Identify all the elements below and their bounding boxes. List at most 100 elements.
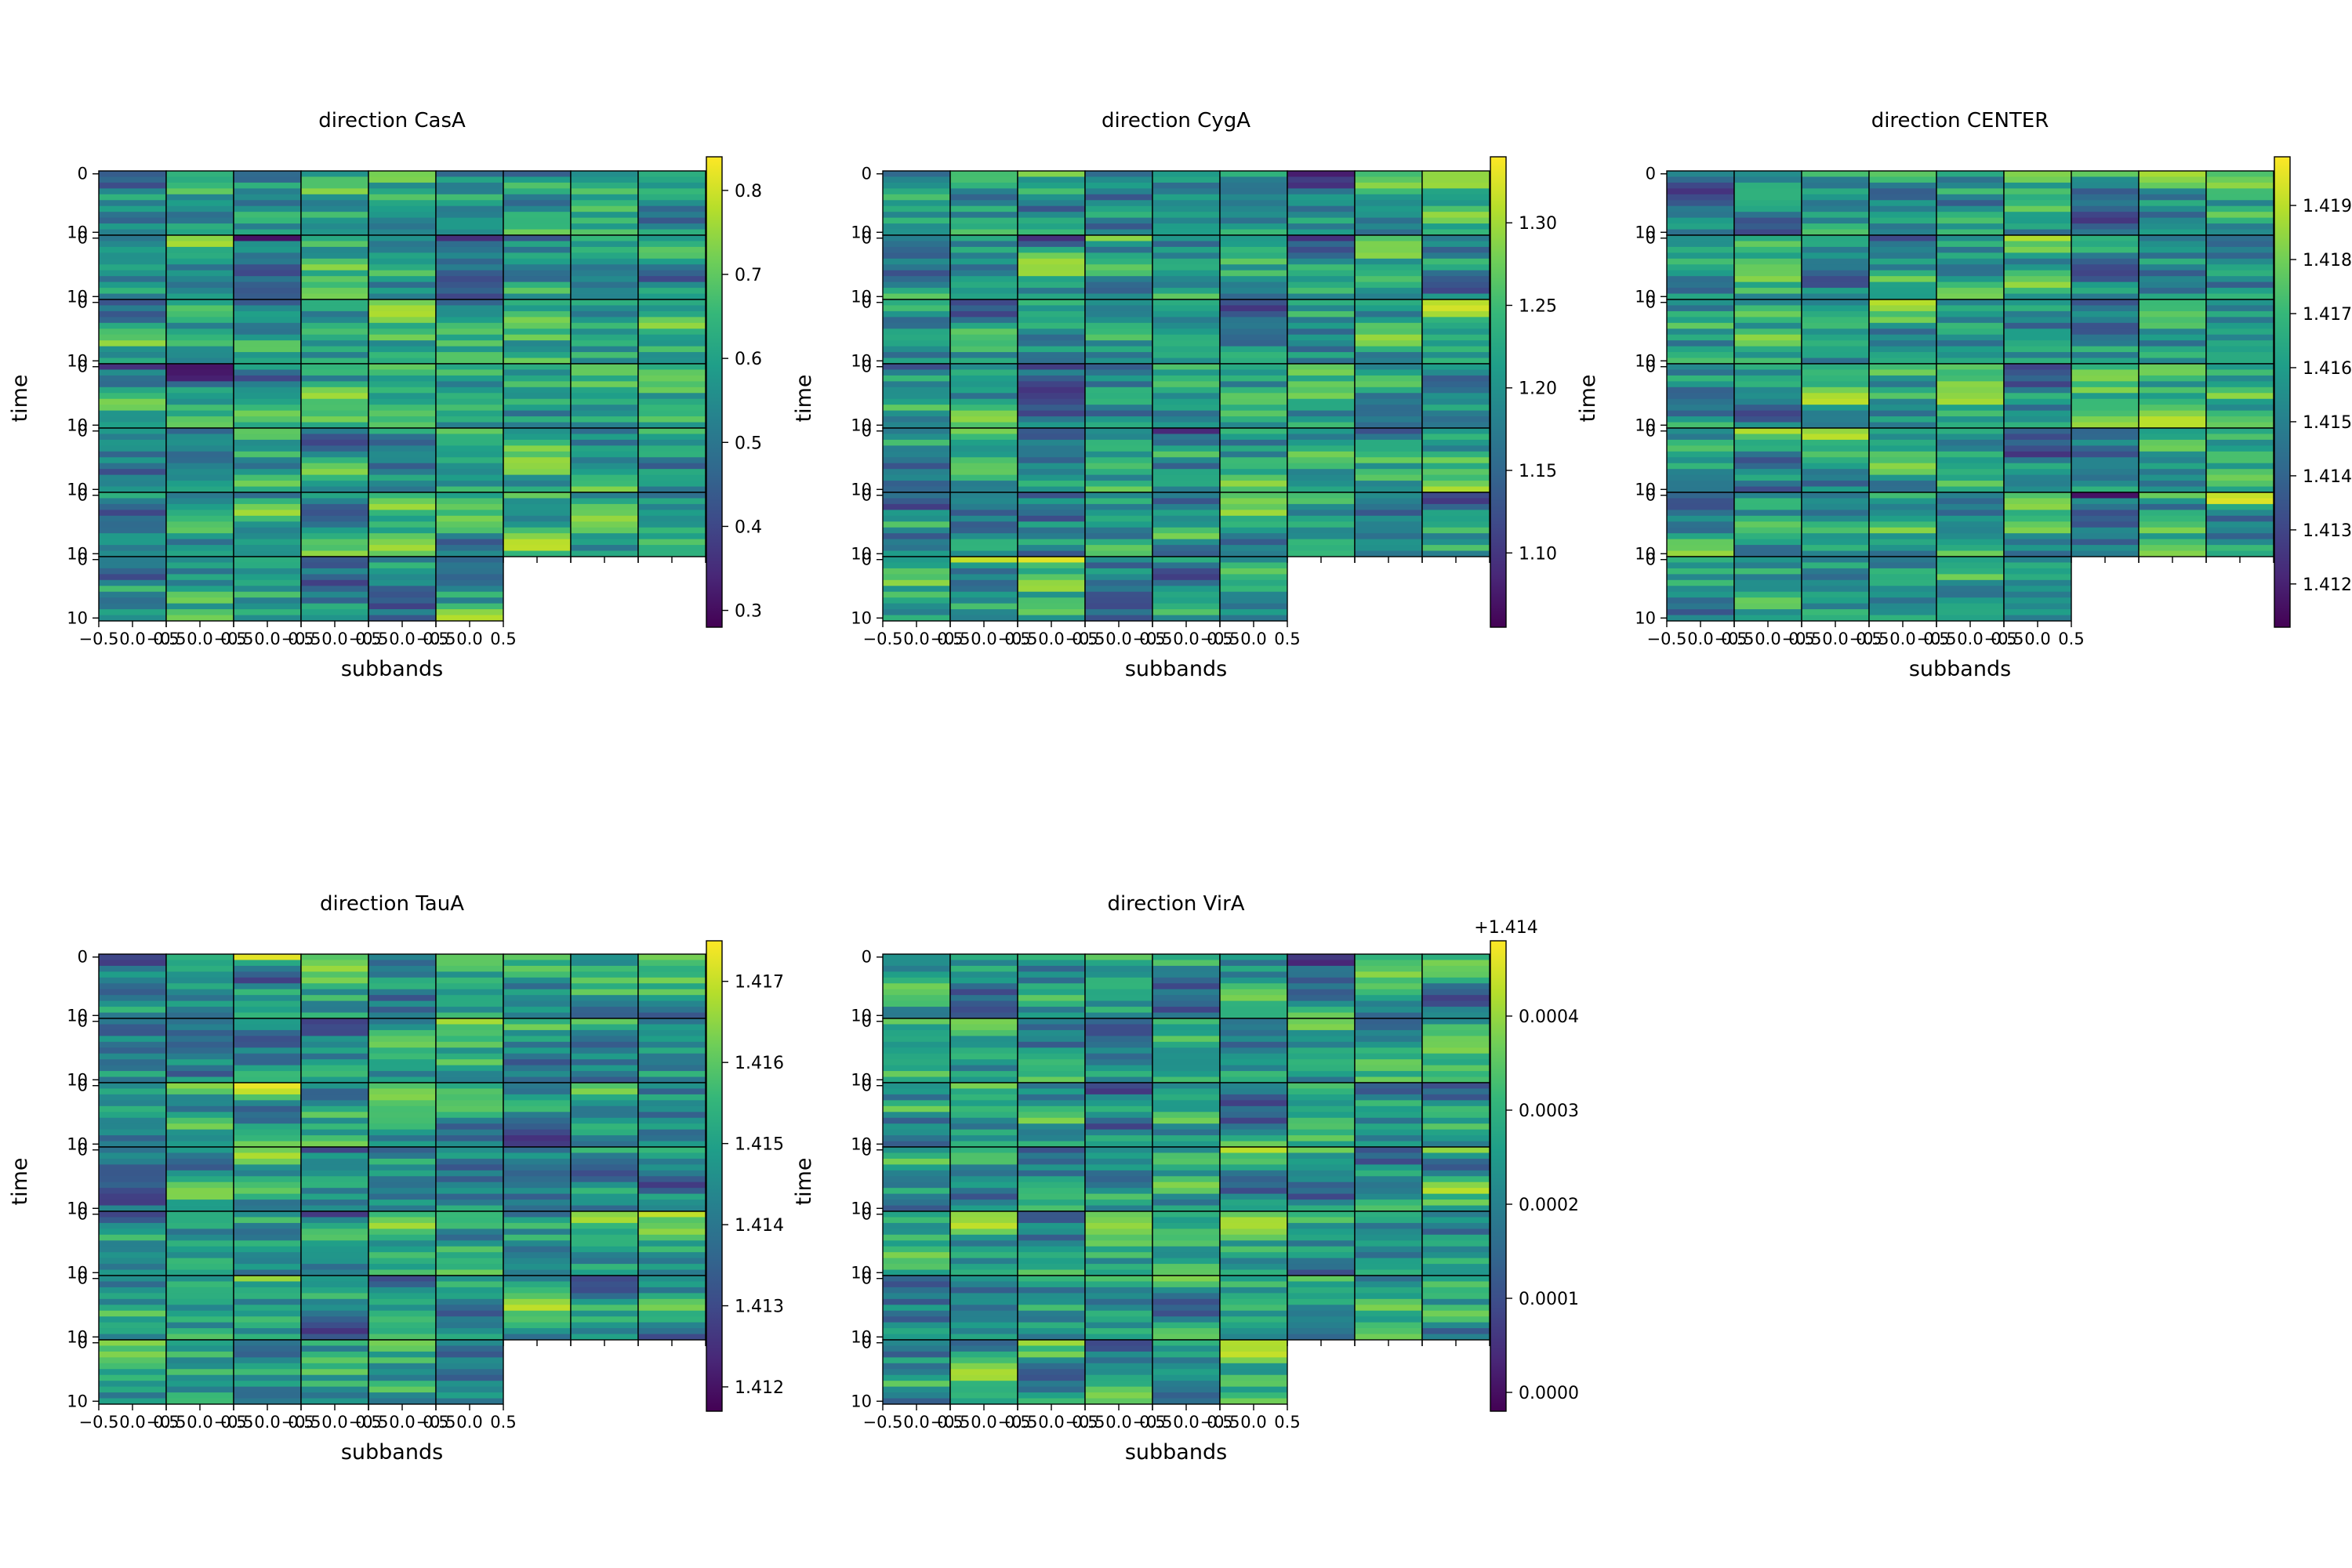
heatmap-cell <box>2004 182 2071 189</box>
heatmap-cell <box>301 264 368 271</box>
heatmap-cell <box>1018 1217 1085 1224</box>
heatmap-cell <box>1220 229 1287 236</box>
heatmap-cell <box>166 1340 234 1346</box>
heatmap-cell <box>166 1316 234 1323</box>
heatmap-cell <box>99 1088 166 1095</box>
heatmap-cell <box>1667 229 1734 236</box>
heatmap-cell <box>1220 422 1287 429</box>
heatmap-cell <box>166 270 234 277</box>
heatmap-cell <box>1869 358 1936 365</box>
heatmap-cell <box>1355 1024 1422 1031</box>
heatmap-cell <box>1802 212 1869 219</box>
y-tick-label: 10 <box>851 223 872 241</box>
heatmap-cell <box>1085 223 1152 230</box>
heatmap-cell <box>1422 550 1490 557</box>
heatmap-cell <box>950 603 1018 610</box>
heatmap-cell <box>638 515 706 522</box>
heatmap-cell <box>166 1117 234 1124</box>
heatmap-cell <box>571 270 638 277</box>
heatmap-cell <box>436 1083 503 1089</box>
heatmap-cell <box>883 1181 950 1189</box>
heatmap-cell <box>2004 299 2071 306</box>
heatmap-cell <box>883 1029 950 1036</box>
heatmap-cell <box>638 1281 706 1288</box>
heatmap-cell <box>2139 258 2206 265</box>
x-tick-label: −0.5 <box>214 630 254 648</box>
heatmap-cell <box>2139 352 2206 358</box>
heatmap-cell <box>1287 1222 1355 1229</box>
heatmap-cell <box>234 1083 301 1089</box>
heatmap-cell <box>1667 481 1734 487</box>
heatmap-cell <box>1936 246 2004 253</box>
heatmap-cell <box>1152 1369 1220 1376</box>
heatmap-cell <box>571 439 638 446</box>
heatmap-cell <box>1287 1024 1355 1031</box>
x-tick-label: −0.5 <box>281 630 321 648</box>
x-tick-label: 0.0 <box>1173 1413 1199 1432</box>
heatmap-cell <box>436 310 503 318</box>
heatmap-cell <box>301 1322 368 1329</box>
heatmap-cell <box>436 405 503 412</box>
heatmap-cell <box>1355 1305 1422 1312</box>
heatmap-cell <box>950 597 1018 604</box>
heatmap-cell <box>1085 1147 1152 1153</box>
heatmap-cell <box>1667 469 1734 476</box>
heatmap-cell <box>638 258 706 265</box>
heatmap-cell <box>234 1158 301 1165</box>
heatmap-cell <box>368 451 436 458</box>
heatmap-cell <box>503 328 571 336</box>
heatmap-cell <box>1667 310 1734 318</box>
heatmap-cell <box>234 322 301 329</box>
heatmap-cell <box>1936 340 2004 347</box>
heatmap-cell <box>1667 328 1734 336</box>
heatmap-cell <box>950 954 1018 960</box>
heatmap-cell <box>368 1181 436 1189</box>
heatmap-cell <box>1018 1287 1085 1294</box>
heatmap-cell <box>1869 398 1936 405</box>
heatmap-cell <box>1422 510 1490 517</box>
heatmap-cell <box>1085 977 1152 984</box>
heatmap-cell <box>436 1340 503 1346</box>
heatmap-cell <box>234 1340 301 1346</box>
heatmap-cell <box>1220 1164 1287 1171</box>
heatmap-cell <box>883 983 950 990</box>
heatmap-cell <box>436 586 503 593</box>
heatmap-cell <box>1936 352 2004 358</box>
heatmap-cell <box>950 1398 1018 1405</box>
heatmap-cell <box>1734 550 1802 557</box>
y-axis-label: time <box>1576 374 1600 422</box>
heatmap-cell <box>99 1100 166 1107</box>
heatmap-cell <box>883 252 950 260</box>
heatmap-cell <box>1287 439 1355 446</box>
heatmap-cell <box>1667 533 1734 540</box>
heatmap-cell <box>638 1112 706 1119</box>
heatmap-cell <box>1355 1264 1422 1270</box>
heatmap-cell <box>368 381 436 388</box>
heatmap-cell <box>503 246 571 253</box>
heatmap-cell <box>368 369 436 376</box>
heatmap-cell <box>950 1276 1018 1282</box>
heatmap-cell <box>1085 1117 1152 1124</box>
heatmap-cell <box>1220 1351 1287 1358</box>
heatmap-cell <box>1936 200 2004 207</box>
heatmap-cell <box>1220 989 1287 996</box>
heatmap-cell <box>1802 258 1869 265</box>
heatmap-cell <box>1085 387 1152 394</box>
heatmap-cell <box>1018 591 1085 598</box>
heatmap-cell <box>99 375 166 382</box>
heatmap-cell <box>1287 194 1355 201</box>
heatmap-cell <box>368 310 436 318</box>
heatmap-cell <box>166 398 234 405</box>
heatmap-cell <box>638 270 706 277</box>
heatmap-cell <box>1422 983 1490 990</box>
heatmap-cell <box>166 492 234 499</box>
x-tick-label: 0.0 <box>2024 630 2050 648</box>
heatmap-cell <box>2004 410 2071 417</box>
heatmap-cell <box>883 393 950 400</box>
heatmap-cell <box>1667 550 1734 557</box>
heatmap-cell <box>2004 533 2071 540</box>
heatmap-cell <box>883 439 950 446</box>
heatmap-cell <box>1869 369 1936 376</box>
heatmap-cell <box>1220 1053 1287 1060</box>
heatmap-cell <box>1018 1170 1085 1177</box>
